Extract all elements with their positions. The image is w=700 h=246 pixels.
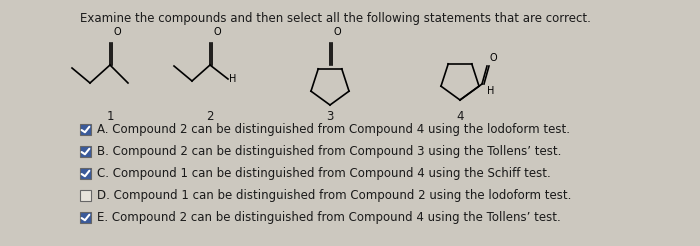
Bar [80, 190, 91, 201]
Text: H: H [487, 86, 494, 96]
Bar [80, 146, 91, 157]
Text: E. Compound 2 can be distinguished from Compound 4 using the Tollens’ test.: E. Compound 2 can be distinguished from … [97, 211, 561, 224]
Text: 2: 2 [206, 110, 214, 123]
Bar [80, 168, 91, 179]
Text: H: H [229, 74, 237, 84]
Text: C. Compound 1 can be distinguished from Compound 4 using the Schiff test.: C. Compound 1 can be distinguished from … [97, 167, 551, 180]
Bar [80, 124, 91, 135]
Text: 1: 1 [106, 110, 113, 123]
Text: O: O [333, 27, 341, 37]
Text: O: O [213, 27, 220, 37]
Text: B. Compound 2 can be distinguished from Compound 3 using the Tollens’ test.: B. Compound 2 can be distinguished from … [97, 145, 561, 158]
Text: A. Compound 2 can be distinguished from Compound 4 using the lodoform test.: A. Compound 2 can be distinguished from … [97, 123, 570, 136]
Text: 4: 4 [456, 110, 463, 123]
Text: 3: 3 [326, 110, 334, 123]
Text: Examine the compounds and then select all the following statements that are corr: Examine the compounds and then select al… [80, 12, 591, 25]
Bar [80, 212, 91, 223]
Text: D. Compound 1 can be distinguished from Compound 2 using the lodoform test.: D. Compound 1 can be distinguished from … [97, 189, 571, 202]
Text: O: O [489, 53, 496, 63]
Text: O: O [113, 27, 120, 37]
